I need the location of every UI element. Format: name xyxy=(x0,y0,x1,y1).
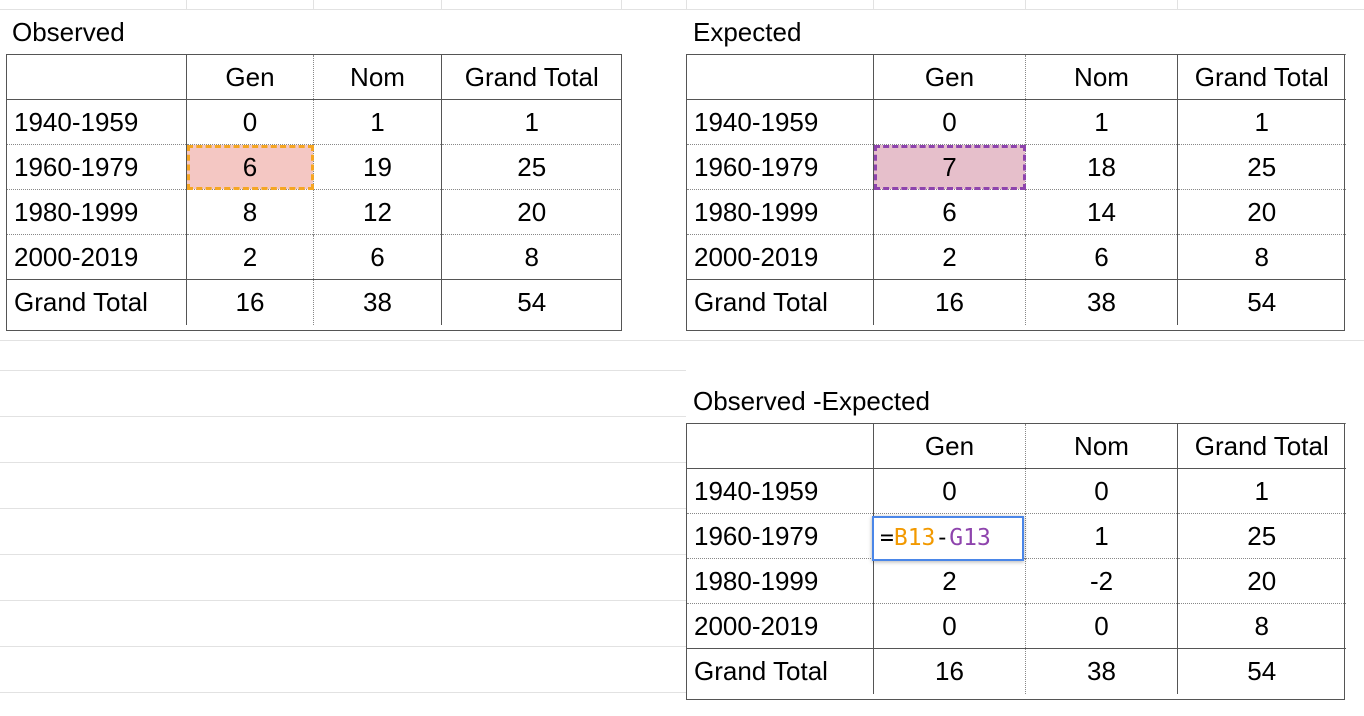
data-cell[interactable]: 0 xyxy=(873,468,1026,514)
data-cell[interactable]: 2 xyxy=(873,558,1026,604)
table-row: Gen Nom Grand Total xyxy=(686,54,1346,100)
table-row: Grand Total 16 38 54 xyxy=(686,648,1346,694)
referenced-cell-g13[interactable]: 7 xyxy=(873,144,1026,190)
data-cell[interactable]: 19 xyxy=(313,144,442,190)
data-cell[interactable]: 0 xyxy=(186,99,314,145)
header-cell[interactable]: Grand Total xyxy=(1177,423,1346,469)
data-cell[interactable]: 38 xyxy=(1025,648,1178,694)
row-label-cell[interactable]: Grand Total xyxy=(686,279,874,325)
data-cell[interactable]: 1 xyxy=(1177,99,1346,145)
row-label-cell[interactable]: 1960-1979 xyxy=(686,144,874,190)
observed-title: Observed xyxy=(12,17,125,47)
difference-title: Observed -Expected xyxy=(693,386,931,416)
row-label-cell[interactable]: 1940-1959 xyxy=(686,99,874,145)
row-label-cell[interactable]: 1960-1979 xyxy=(686,513,874,559)
header-cell[interactable] xyxy=(6,54,187,100)
table-row: 1940-1959 0 1 1 xyxy=(6,99,622,145)
data-cell[interactable]: -2 xyxy=(1025,558,1178,604)
data-cell[interactable]: 8 xyxy=(186,189,314,235)
row-label-cell[interactable]: Grand Total xyxy=(6,279,187,325)
table-row: 1960-1979 7 18 25 xyxy=(686,144,1346,190)
data-cell[interactable]: 54 xyxy=(441,279,622,325)
data-cell[interactable]: 25 xyxy=(1177,144,1346,190)
data-cell[interactable]: 8 xyxy=(1177,603,1346,649)
header-cell[interactable]: Nom xyxy=(1025,423,1178,469)
header-cell[interactable] xyxy=(686,54,874,100)
referenced-cell-b13[interactable]: 6 xyxy=(186,144,314,190)
data-cell[interactable]: 1 xyxy=(313,99,442,145)
header-cell[interactable] xyxy=(686,423,874,469)
data-cell[interactable]: 38 xyxy=(1025,279,1178,325)
table-row: Gen Nom Grand Total xyxy=(686,423,1346,469)
data-cell[interactable]: 1 xyxy=(441,99,622,145)
formula-equals: = xyxy=(880,525,894,551)
header-cell[interactable]: Gen xyxy=(873,54,1026,100)
data-cell[interactable]: 25 xyxy=(1177,513,1346,559)
data-cell[interactable]: 2 xyxy=(186,234,314,280)
table-row: Grand Total 16 38 54 xyxy=(686,279,1346,325)
data-cell[interactable]: 54 xyxy=(1177,279,1346,325)
row-label-cell[interactable]: 1940-1959 xyxy=(6,99,187,145)
data-cell[interactable]: 54 xyxy=(1177,648,1346,694)
row-label-cell[interactable]: Grand Total xyxy=(686,648,874,694)
formula-ref-g13: G13 xyxy=(949,525,991,551)
row-label-cell[interactable]: 2000-2019 xyxy=(686,603,874,649)
table-row: 1940-1959 0 0 1 xyxy=(686,468,1346,514)
header-cell[interactable]: Nom xyxy=(313,54,442,100)
data-cell[interactable]: 16 xyxy=(186,279,314,325)
table-row: 2000-2019 2 6 8 xyxy=(686,234,1346,280)
row-label-cell[interactable]: 1960-1979 xyxy=(6,144,187,190)
data-cell[interactable]: 12 xyxy=(313,189,442,235)
header-cell[interactable]: Gen xyxy=(873,423,1026,469)
data-cell[interactable]: 20 xyxy=(441,189,622,235)
row-label-cell[interactable]: 1980-1999 xyxy=(686,189,874,235)
active-cell-formula-editor[interactable]: =B13-G13 xyxy=(872,516,1024,561)
data-cell[interactable]: 6 xyxy=(1025,234,1178,280)
data-cell[interactable]: 2 xyxy=(873,234,1026,280)
data-cell[interactable]: 16 xyxy=(873,648,1026,694)
data-cell[interactable]: 18 xyxy=(1025,144,1178,190)
formula-operator: - xyxy=(935,525,950,551)
row-label-cell[interactable]: 1980-1999 xyxy=(6,189,187,235)
header-cell[interactable]: Grand Total xyxy=(1177,54,1346,100)
data-cell[interactable]: 20 xyxy=(1177,189,1346,235)
table-row: Grand Total 16 38 54 xyxy=(6,279,622,325)
data-cell[interactable]: 1 xyxy=(1025,513,1178,559)
header-cell[interactable]: Nom xyxy=(1025,54,1178,100)
table-row: 2000-2019 0 0 8 xyxy=(686,603,1346,649)
data-cell[interactable]: 14 xyxy=(1025,189,1178,235)
data-cell[interactable]: 0 xyxy=(873,99,1026,145)
table-row: 2000-2019 2 6 8 xyxy=(6,234,622,280)
data-cell[interactable]: 1 xyxy=(1025,99,1178,145)
data-cell[interactable]: 8 xyxy=(1177,234,1346,280)
row-label-cell[interactable]: 2000-2019 xyxy=(686,234,874,280)
observed-table: Gen Nom Grand Total 1940-1959 0 1 1 1960… xyxy=(6,54,622,325)
row-label-cell[interactable]: 1940-1959 xyxy=(686,468,874,514)
table-row: 1980-1999 2 -2 20 xyxy=(686,558,1346,604)
row-label-cell[interactable]: 2000-2019 xyxy=(6,234,187,280)
data-cell[interactable]: 25 xyxy=(441,144,622,190)
table-row: 1980-1999 6 14 20 xyxy=(686,189,1346,235)
data-cell[interactable]: 6 xyxy=(313,234,442,280)
header-cell[interactable]: Gen xyxy=(186,54,314,100)
data-cell[interactable]: 0 xyxy=(1025,468,1178,514)
table-row: 1940-1959 0 1 1 xyxy=(686,99,1346,145)
data-cell[interactable]: 8 xyxy=(441,234,622,280)
data-cell[interactable]: 6 xyxy=(873,189,1026,235)
table-row: 1980-1999 8 12 20 xyxy=(6,189,622,235)
table-row: Gen Nom Grand Total xyxy=(6,54,622,100)
data-cell[interactable]: 1 xyxy=(1177,468,1346,514)
table-row: 1960-1979 6 19 25 xyxy=(6,144,622,190)
row-label-cell[interactable]: 1980-1999 xyxy=(686,558,874,604)
data-cell[interactable]: 0 xyxy=(873,603,1026,649)
header-cell[interactable]: Grand Total xyxy=(441,54,622,100)
data-cell[interactable]: 16 xyxy=(873,279,1026,325)
data-cell[interactable]: 0 xyxy=(1025,603,1178,649)
data-cell[interactable]: 20 xyxy=(1177,558,1346,604)
expected-title: Expected xyxy=(693,17,802,47)
formula-ref-b13: B13 xyxy=(893,525,936,551)
expected-table: Gen Nom Grand Total 1940-1959 0 1 1 1960… xyxy=(686,54,1346,325)
data-cell[interactable]: 38 xyxy=(313,279,442,325)
